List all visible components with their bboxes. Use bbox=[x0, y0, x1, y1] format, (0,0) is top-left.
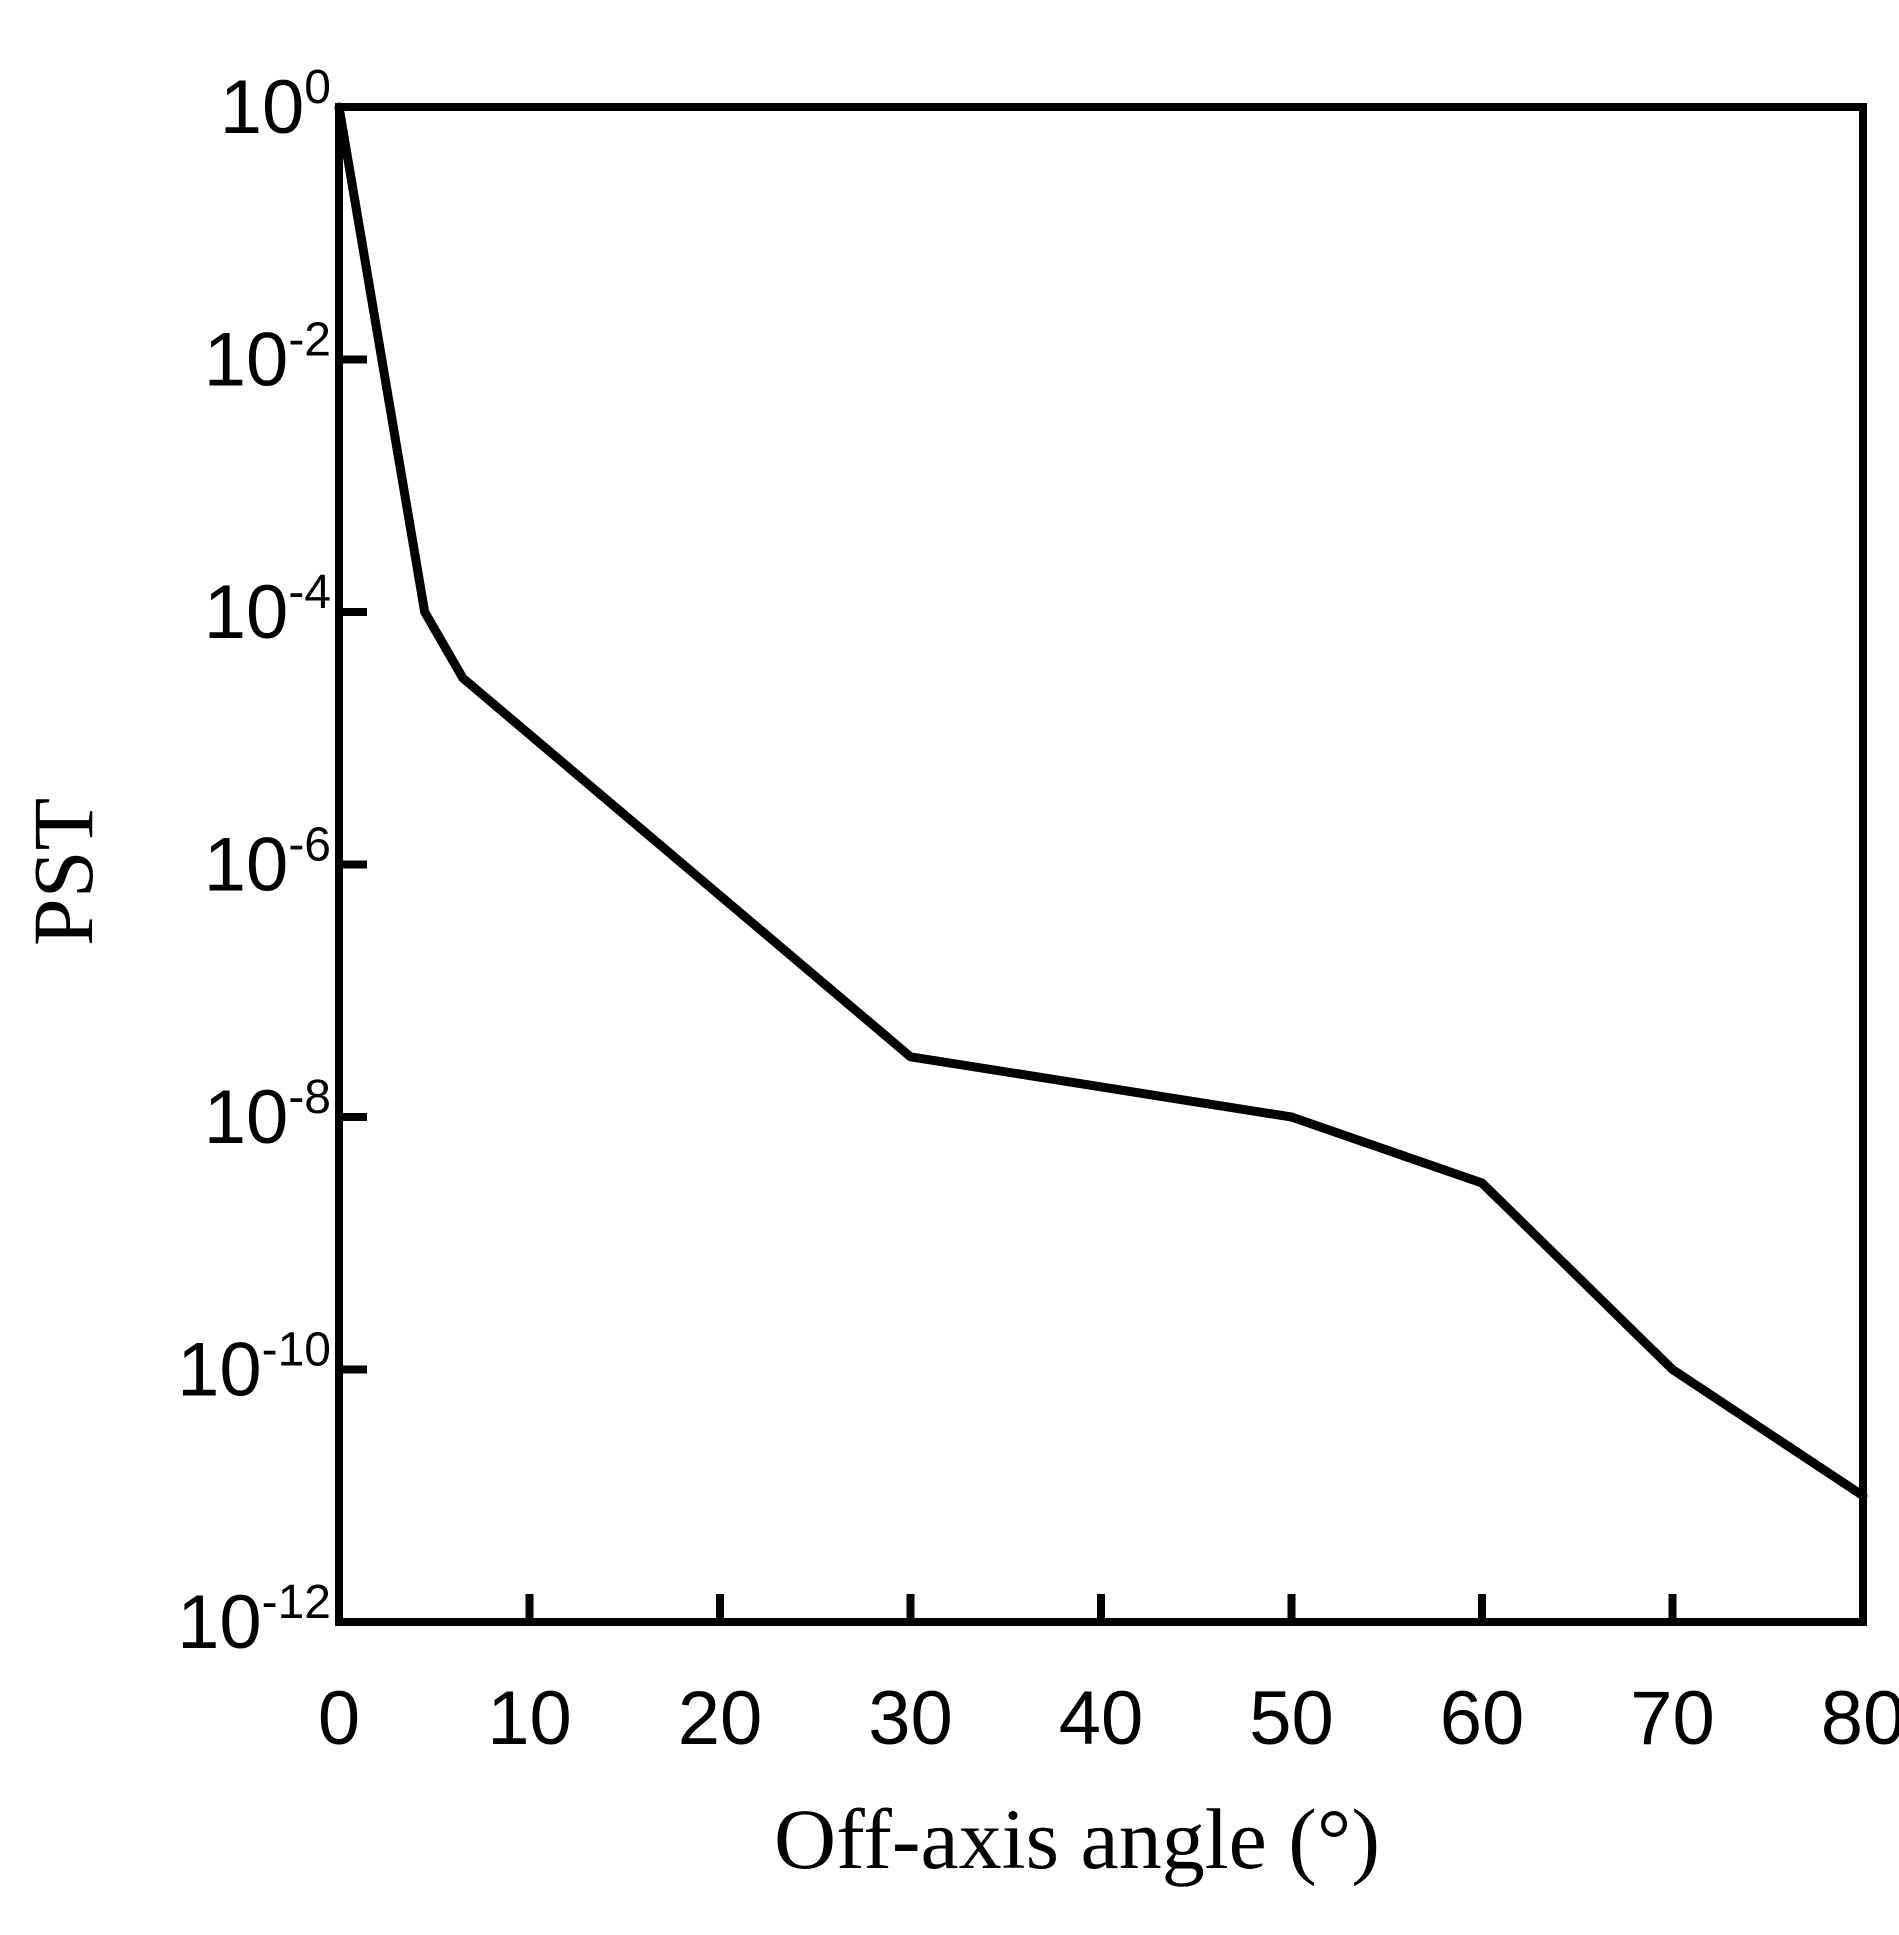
y-tick-label: 10-2 bbox=[204, 314, 331, 403]
y-tick-label: 10-10 bbox=[177, 1324, 331, 1413]
x-tick-label: 30 bbox=[868, 1676, 953, 1761]
x-axis-title: Off-axis angle (°) bbox=[774, 1791, 1380, 1887]
x-tick-label: 20 bbox=[678, 1676, 763, 1761]
y-tick-label: 10-8 bbox=[204, 1071, 331, 1160]
x-tick-label: 50 bbox=[1249, 1676, 1334, 1761]
x-tick-label: 80 bbox=[1821, 1676, 1899, 1761]
x-tick-label: 70 bbox=[1630, 1676, 1715, 1761]
y-axis-tick-labels: 100 10-2 10-4 10-6 10-8 10-10 10-12 bbox=[177, 61, 331, 1665]
x-tick-label: 60 bbox=[1440, 1676, 1525, 1761]
x-tick-label: 40 bbox=[1059, 1676, 1144, 1761]
pst-series-line bbox=[334, 102, 1868, 1501]
y-tick-label: 100 bbox=[220, 61, 331, 150]
y-tick-label: 10-12 bbox=[177, 1576, 331, 1665]
x-axis-tick-labels: 0 10 20 30 40 50 60 70 80 bbox=[318, 1676, 1899, 1761]
x-tick-label: 10 bbox=[487, 1676, 572, 1761]
x-tick-label: 0 bbox=[318, 1676, 360, 1761]
x-axis-ticks bbox=[525, 1594, 1677, 1622]
y-axis-ticks bbox=[339, 355, 367, 1374]
y-axis-title: PST bbox=[15, 798, 111, 946]
y-tick-label: 10-4 bbox=[204, 566, 331, 655]
plot-frame bbox=[335, 103, 1867, 1626]
y-tick-label: 10-6 bbox=[204, 819, 331, 908]
